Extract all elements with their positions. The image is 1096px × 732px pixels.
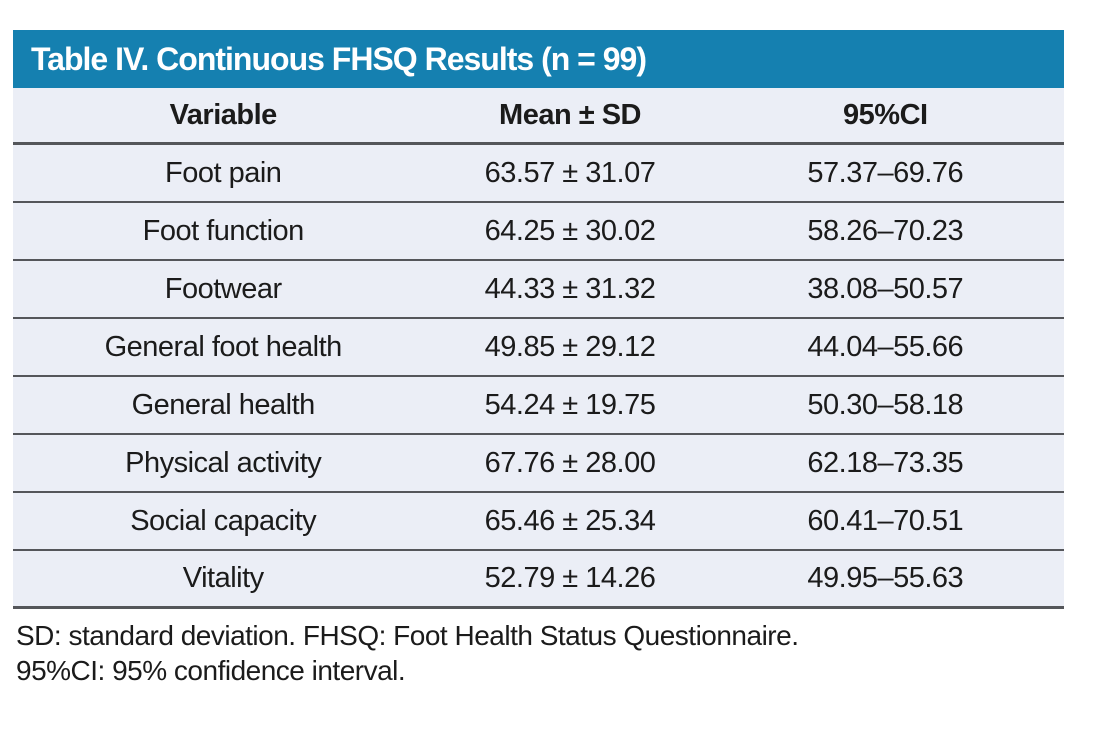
cell-mean-sd: 64.25 ± 30.02 [484, 214, 656, 247]
footnote-abbreviations: SD: standard deviation. FHSQ: Foot Healt… [16, 620, 799, 651]
cell-ci: 62.18–73.35 [807, 446, 964, 479]
cell-mean-sd: 54.24 ± 19.75 [484, 388, 656, 421]
cell-variable: Vitality [182, 562, 264, 594]
cell-ci: 58.26–70.23 [807, 214, 964, 247]
cell-variable: Footwear [164, 272, 282, 305]
cell-mean-sd: 52.79 ± 14.26 [484, 562, 656, 594]
cell-ci: 50.30–58.18 [807, 388, 964, 421]
cell-mean-sd: 49.85 ± 29.12 [484, 330, 656, 363]
table-row: General health 54.24 ± 19.75 50.30–58.18 [13, 377, 1064, 435]
table-row: Footwear 44.33 ± 31.32 38.08–50.57 [13, 261, 1064, 319]
cell-variable: Physical activity [125, 446, 322, 479]
table-header-row: Variable Mean ± SD 95%CI [13, 88, 1064, 145]
cell-ci: 49.95–55.63 [807, 562, 964, 594]
table-row: Vitality 52.79 ± 14.26 49.95–55.63 [13, 551, 1064, 609]
cell-ci: 38.08–50.57 [807, 272, 964, 305]
table-footnotes: SD: standard deviation. FHSQ: Foot Healt… [13, 618, 1064, 688]
table-row: Foot function 64.25 ± 30.02 58.26–70.23 [13, 203, 1064, 261]
footnote-ci-definition: 95%CI: 95% confidence interval. [16, 655, 406, 686]
cell-variable: General foot health [104, 330, 343, 363]
cell-mean-sd: 44.33 ± 31.32 [484, 272, 656, 305]
table-row: Physical activity 67.76 ± 28.00 62.18–73.3… [13, 435, 1064, 493]
column-header-variable: Variable [169, 98, 278, 131]
table-title: Table IV. Continuous FHSQ Results (n = 9… [13, 30, 1064, 88]
cell-variable: Social capacity [130, 504, 317, 537]
cell-ci: 44.04–55.66 [807, 330, 964, 363]
fhsq-results-table: Table IV. Continuous FHSQ Results (n = 9… [13, 30, 1064, 688]
cell-ci: 57.37–69.76 [807, 156, 964, 189]
column-header-95ci: 95%CI [843, 98, 928, 131]
cell-mean-sd: 65.46 ± 25.34 [484, 504, 656, 537]
column-header-mean-sd: Mean ± SD [499, 98, 641, 131]
cell-mean-sd: 63.57 ± 31.07 [484, 156, 656, 189]
cell-variable: Foot pain [164, 156, 282, 189]
table-row: General foot health 49.85 ± 29.12 44.04–55… [13, 319, 1064, 377]
table-body: Foot pain 63.57 ± 31.07 57.37–69.76 Foot fu… [13, 145, 1064, 609]
cell-ci: 60.41–70.51 [807, 504, 964, 537]
cell-variable: Foot function [142, 214, 305, 247]
cell-variable: General health [131, 388, 316, 421]
table-row: Social capacity 65.46 ± 25.34 60.41–70.51 [13, 493, 1064, 551]
cell-mean-sd: 67.76 ± 28.00 [484, 446, 656, 479]
table-row: Foot pain 63.57 ± 31.07 57.37–69.76 [13, 145, 1064, 203]
